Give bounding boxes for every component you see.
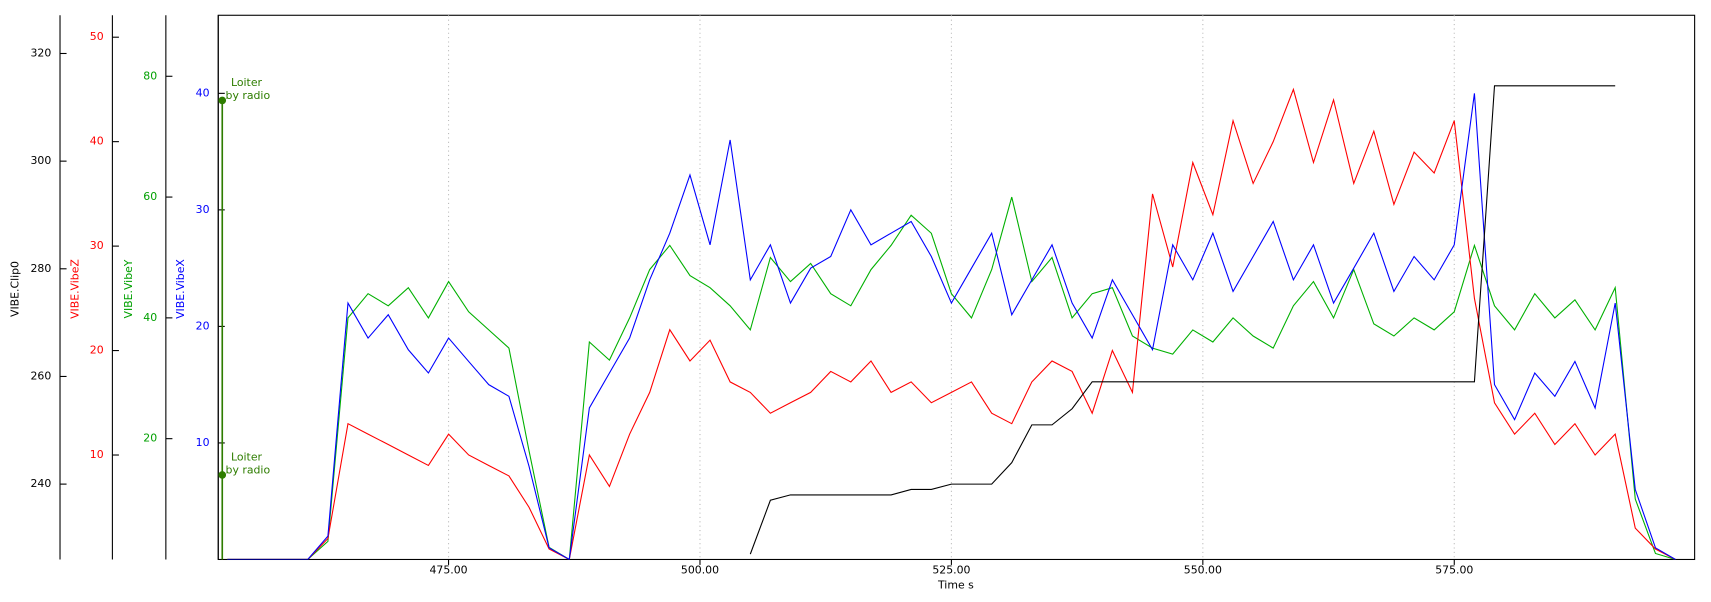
x-axis-title: Time s bbox=[937, 579, 974, 592]
y-tick-label: 10 bbox=[90, 448, 104, 461]
y-tick-label: 20 bbox=[143, 432, 157, 445]
x-tick-label: 475.00 bbox=[429, 563, 467, 576]
y-tick-label: 260 bbox=[30, 369, 51, 382]
y-tick-label: 40 bbox=[196, 86, 210, 99]
x-tick-label: 500.00 bbox=[681, 563, 719, 576]
y-tick-label: 20 bbox=[90, 344, 104, 357]
y-axis-title: VIBE.VibeZ bbox=[68, 259, 81, 319]
y-tick-label: 50 bbox=[90, 30, 104, 43]
annotation-text: Loiter bbox=[231, 450, 263, 463]
x-tick-label: 550.00 bbox=[1184, 563, 1222, 576]
series-line bbox=[227, 87, 1676, 560]
y-tick-label: 280 bbox=[30, 262, 51, 275]
plot-lines bbox=[227, 85, 1676, 560]
series-line bbox=[227, 196, 1676, 560]
annotation-text: Loiter bbox=[231, 76, 263, 89]
y-tick-label: 300 bbox=[30, 154, 51, 167]
y-tick-label: 10 bbox=[196, 436, 210, 449]
y-tick-label: 40 bbox=[143, 311, 157, 324]
x-tick-label: 575.00 bbox=[1435, 563, 1473, 576]
x-tick-label: 525.00 bbox=[932, 563, 970, 576]
y-axis-title: VIBE.Clip0 bbox=[8, 261, 21, 317]
annotation-marker bbox=[218, 471, 227, 479]
y-tick-label: 60 bbox=[143, 190, 157, 203]
annotation-text: by radio bbox=[226, 89, 271, 102]
y-tick-label: 40 bbox=[90, 135, 104, 148]
plot-area bbox=[217, 14, 1696, 561]
annotation-text: by radio bbox=[226, 464, 271, 477]
series-line bbox=[749, 85, 1616, 555]
y-tick-label: 30 bbox=[196, 203, 210, 216]
y-tick-label: 30 bbox=[90, 239, 104, 252]
series-line bbox=[227, 93, 1676, 560]
y-tick-label: 20 bbox=[196, 319, 210, 332]
y-axis-title: VIBE.VibeY bbox=[122, 259, 135, 318]
y-axis-title: VIBE.VibeX bbox=[174, 259, 187, 319]
y-tick-label: 320 bbox=[30, 46, 51, 59]
y-tick-label: 240 bbox=[30, 477, 51, 490]
annotation-marker bbox=[218, 96, 227, 105]
y-tick-label: 80 bbox=[143, 69, 157, 82]
